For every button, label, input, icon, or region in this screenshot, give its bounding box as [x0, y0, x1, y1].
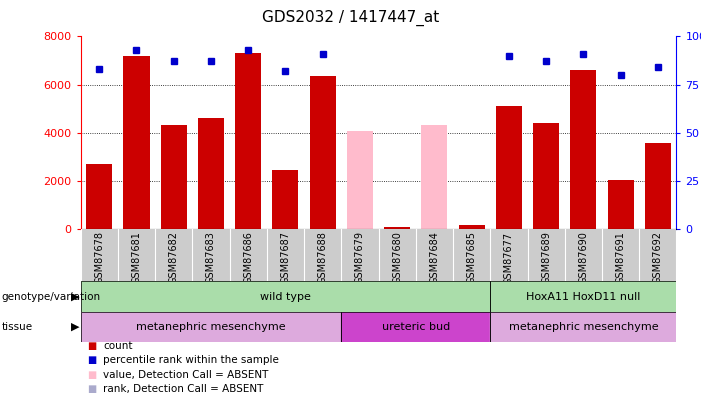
- Text: GSM87682: GSM87682: [169, 231, 179, 284]
- Bar: [273, 170, 299, 229]
- Text: GSM87684: GSM87684: [430, 231, 440, 284]
- Text: count: count: [103, 341, 132, 351]
- Text: HoxA11 HoxD11 null: HoxA11 HoxD11 null: [526, 292, 641, 302]
- Bar: [490, 281, 676, 312]
- Text: metanephric mesenchyme: metanephric mesenchyme: [508, 322, 658, 332]
- Bar: [347, 226, 373, 229]
- Text: GSM87678: GSM87678: [94, 231, 104, 284]
- Bar: [161, 126, 186, 229]
- Text: metanephric mesenchyme: metanephric mesenchyme: [136, 322, 286, 332]
- Text: rank, Detection Call = ABSENT: rank, Detection Call = ABSENT: [103, 384, 264, 394]
- Bar: [123, 56, 149, 229]
- Bar: [490, 312, 676, 342]
- Bar: [310, 76, 336, 229]
- Text: GSM87683: GSM87683: [206, 231, 216, 284]
- Text: GSM87681: GSM87681: [132, 231, 142, 284]
- Bar: [608, 179, 634, 229]
- Text: GDS2032 / 1417447_at: GDS2032 / 1417447_at: [262, 10, 439, 26]
- Text: GSM87677: GSM87677: [504, 231, 514, 285]
- Bar: [421, 226, 447, 229]
- Bar: [235, 53, 261, 229]
- Bar: [86, 164, 112, 229]
- Bar: [421, 126, 447, 229]
- Bar: [347, 132, 373, 229]
- Text: wild type: wild type: [260, 292, 311, 302]
- Text: GSM87689: GSM87689: [541, 231, 551, 284]
- Bar: [496, 106, 522, 229]
- Bar: [341, 312, 490, 342]
- Text: GSM87686: GSM87686: [243, 231, 253, 284]
- Text: tissue: tissue: [1, 322, 32, 332]
- Bar: [198, 118, 224, 229]
- Text: ureteric bud: ureteric bud: [381, 322, 450, 332]
- Text: ■: ■: [88, 384, 97, 394]
- Bar: [384, 227, 410, 229]
- Text: GSM87691: GSM87691: [615, 231, 625, 284]
- Bar: [571, 70, 597, 229]
- Text: ■: ■: [88, 370, 97, 379]
- Bar: [458, 225, 484, 229]
- Text: ▶: ▶: [72, 322, 80, 332]
- Text: GSM87680: GSM87680: [392, 231, 402, 284]
- Text: value, Detection Call = ABSENT: value, Detection Call = ABSENT: [103, 370, 268, 379]
- Bar: [533, 123, 559, 229]
- Text: GSM87688: GSM87688: [318, 231, 327, 284]
- Bar: [81, 312, 341, 342]
- Text: ■: ■: [88, 341, 97, 351]
- Text: GSM87692: GSM87692: [653, 231, 663, 284]
- Text: ▶: ▶: [72, 292, 80, 302]
- Bar: [81, 281, 490, 312]
- Text: percentile rank within the sample: percentile rank within the sample: [103, 356, 279, 365]
- Text: ■: ■: [88, 356, 97, 365]
- Text: genotype/variation: genotype/variation: [1, 292, 100, 302]
- Text: GSM87690: GSM87690: [578, 231, 588, 284]
- Text: GSM87687: GSM87687: [280, 231, 290, 284]
- Text: GSM87685: GSM87685: [467, 231, 477, 284]
- Text: GSM87679: GSM87679: [355, 231, 365, 284]
- Bar: [645, 143, 671, 229]
